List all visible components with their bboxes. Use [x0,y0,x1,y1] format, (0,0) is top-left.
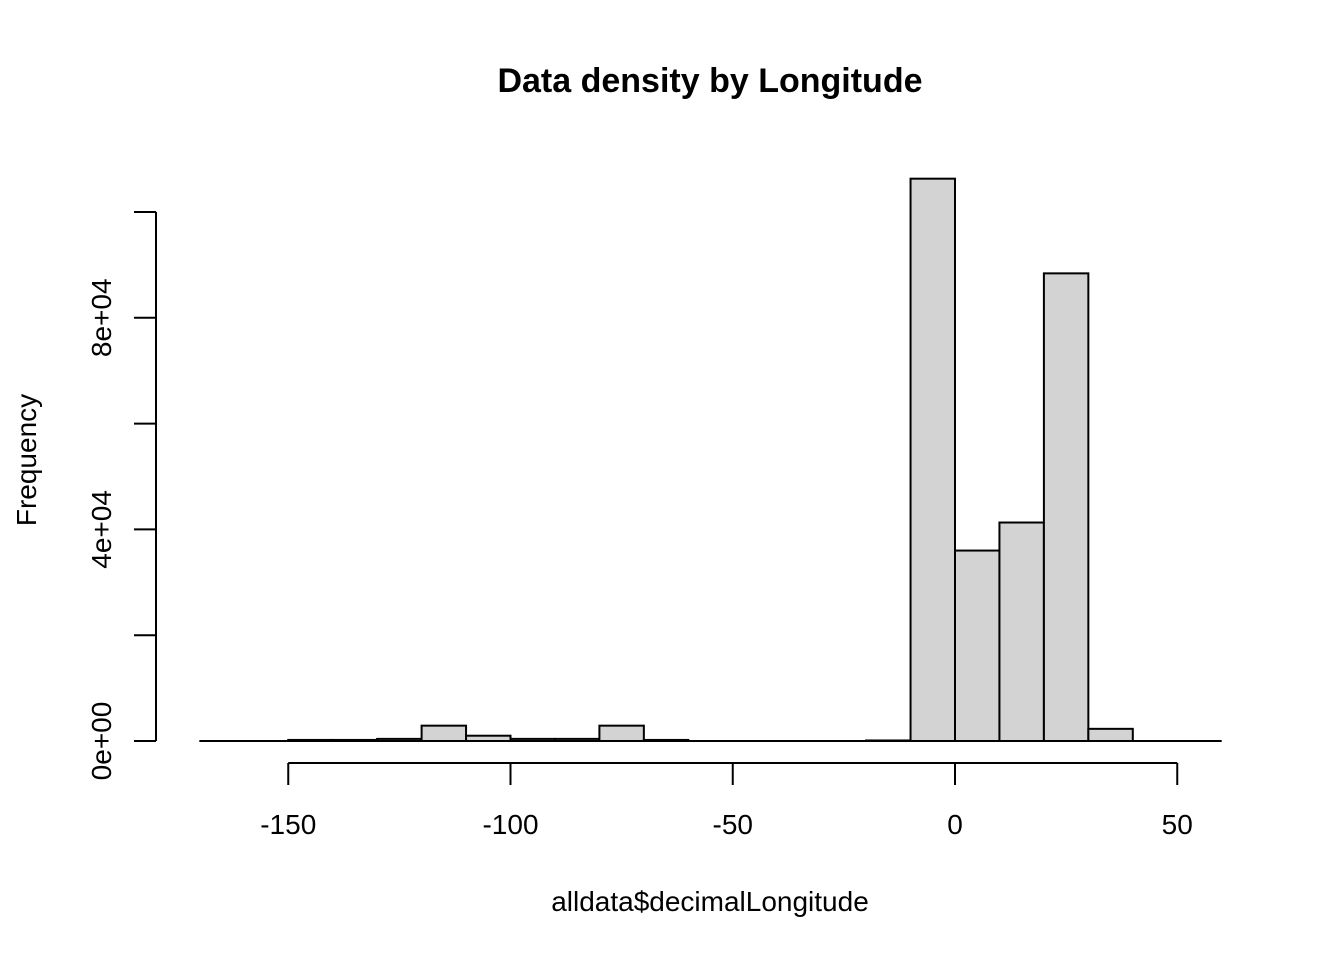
y-axis-label: Frequency [11,394,42,526]
y-axis: 0e+00 4e+04 8e+04 [86,211,157,781]
x-axis: -150 -100 -50 0 50 [260,762,1193,840]
histogram-bar [954,549,1001,742]
histogram-bar [420,724,468,742]
y-tick-label: 4e+04 [86,490,117,569]
x-tick-label: -50 [713,809,753,840]
y-tick-label: 0e+00 [86,702,117,781]
histogram-bar [1042,272,1090,742]
histogram-bar [998,521,1045,743]
x-tick-label: -100 [482,809,538,840]
histogram-bar [1087,727,1134,743]
histogram-bar [598,724,645,742]
x-tick-label: -150 [260,809,316,840]
x-axis-label: alldata$decimalLongitude [551,886,869,917]
chart-title: Data density by Longitude [497,62,922,100]
x-tick-label: 0 [947,809,963,840]
x-tick-label: 50 [1162,809,1193,840]
bars-group [287,177,1134,743]
y-tick-label: 8e+04 [86,278,117,357]
histogram-bar [909,177,956,743]
